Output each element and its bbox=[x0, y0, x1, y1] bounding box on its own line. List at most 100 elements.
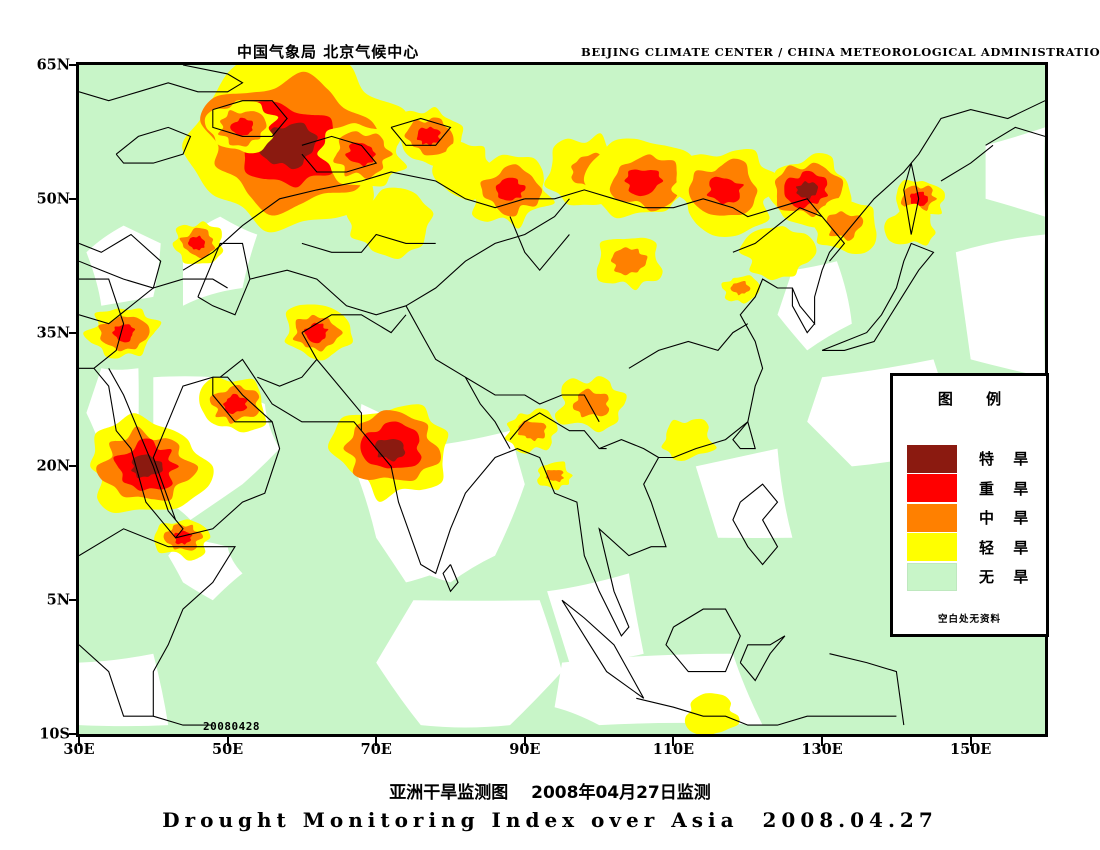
longitude-tick-label: 90E bbox=[509, 741, 541, 758]
coastline-path bbox=[301, 233, 436, 253]
coastline-path bbox=[79, 528, 236, 717]
latitude-axis: 65N 50N 35N 20N 5N 10S bbox=[0, 0, 78, 850]
coastline-path bbox=[249, 269, 407, 316]
no-data-region bbox=[79, 653, 169, 727]
longitude-tick-mark bbox=[226, 737, 229, 746]
coastline-path bbox=[79, 278, 125, 369]
coastline-path bbox=[182, 171, 525, 271]
drought-center-ob-basin bbox=[460, 154, 555, 229]
longitude-tick-label: 130E bbox=[801, 741, 843, 758]
drought-contour-level-4 bbox=[624, 169, 664, 197]
coastline-path bbox=[509, 216, 570, 272]
coastline-path bbox=[628, 323, 749, 369]
map-plot-frame bbox=[76, 62, 1048, 737]
drought-center-lake-balkhash-region bbox=[346, 187, 434, 259]
drought-contour-level-4 bbox=[706, 176, 744, 205]
drought-center-gulf-persian-gulf bbox=[199, 377, 267, 433]
drought-contour-level-3 bbox=[517, 420, 547, 442]
legend-footnote: 空白处无资料 bbox=[937, 614, 1001, 625]
drought-contour-level-4 bbox=[345, 142, 376, 167]
coastline-path bbox=[732, 207, 823, 253]
title-english: Drought Monitoring Index over Asia 2008.… bbox=[162, 808, 938, 832]
legend-color-swatch bbox=[907, 444, 957, 473]
latitude-tick-label: 10S bbox=[39, 725, 70, 743]
longitude-tick-label: 110E bbox=[652, 741, 695, 758]
drought-center-indus-nw-india bbox=[328, 404, 449, 502]
drought-center-myanmar-coast bbox=[537, 461, 573, 491]
longitude-tick-mark bbox=[78, 737, 80, 746]
longitude-tick-mark bbox=[969, 737, 972, 746]
coastline-path bbox=[405, 198, 570, 307]
drought-map-canvas bbox=[79, 65, 1045, 734]
drought-contour-level-3 bbox=[545, 470, 564, 483]
legend-item: 轻 旱 bbox=[907, 533, 1039, 563]
latitude-tick-label: 5N bbox=[46, 591, 70, 609]
legend-color-swatch bbox=[907, 533, 957, 562]
legend-item: 无 旱 bbox=[907, 562, 1039, 592]
coastline-path bbox=[509, 412, 607, 450]
coastline-path bbox=[405, 305, 600, 423]
drought-center-bangladesh bbox=[504, 408, 558, 454]
coastline-path bbox=[732, 483, 779, 566]
drought-contour-level-2 bbox=[739, 226, 817, 281]
coastline-path bbox=[791, 288, 816, 334]
legend-item-label: 轻 旱 bbox=[979, 538, 1036, 557]
no-data-region bbox=[695, 448, 793, 538]
latitude-tick-label: 20N bbox=[36, 457, 70, 475]
legend-color-swatch bbox=[907, 562, 957, 591]
coastline-path bbox=[257, 359, 318, 387]
no-data-region bbox=[376, 600, 562, 728]
title-chinese: 亚洲干旱监测图 2008年04月27日监测 bbox=[389, 783, 711, 803]
coastline-path bbox=[301, 135, 378, 173]
coastline-path bbox=[673, 100, 1045, 459]
coastline-path bbox=[985, 126, 1045, 146]
drought-center-central-siberia bbox=[398, 106, 464, 167]
drought-contour-level-4 bbox=[416, 126, 441, 147]
longitude-tick-label: 50E bbox=[211, 741, 244, 758]
longitude-tick-label: 70E bbox=[360, 741, 392, 758]
coastline-path bbox=[524, 189, 846, 262]
coastline-borders bbox=[79, 65, 1045, 726]
drought-contour-level-5 bbox=[795, 181, 819, 200]
legend-color-swatch bbox=[907, 474, 957, 503]
drought-contour-level-2 bbox=[661, 418, 717, 461]
no-data-region bbox=[985, 127, 1045, 217]
legend-item-label: 特 旱 bbox=[979, 450, 1036, 469]
legend-item-label: 无 旱 bbox=[979, 568, 1036, 587]
latitude-tick-mark bbox=[69, 599, 78, 602]
coastline-path bbox=[636, 697, 897, 726]
coastline-path bbox=[301, 314, 407, 334]
no-data-region bbox=[86, 225, 161, 306]
longitude-tick-mark bbox=[672, 737, 675, 746]
latitude-tick-mark bbox=[69, 331, 78, 334]
legend-item: 中 旱 bbox=[907, 503, 1039, 533]
drought-contour-level-4 bbox=[112, 324, 136, 343]
coastline-path bbox=[153, 715, 213, 726]
coastline-path bbox=[739, 635, 786, 682]
longitude-tick-label: 30E bbox=[63, 741, 95, 758]
coastline-path bbox=[212, 100, 288, 137]
coastline-path bbox=[665, 608, 741, 673]
legend-color-swatch bbox=[907, 503, 957, 532]
legend-item: 特 旱 bbox=[907, 444, 1039, 474]
legend-box: 图 例 特 旱重 旱中 旱轻 旱无 旱 空白处无资料 bbox=[890, 373, 1049, 637]
longitude-tick-label: 150E bbox=[950, 741, 992, 758]
coastline-path bbox=[829, 653, 905, 726]
legend-item-label: 重 旱 bbox=[979, 479, 1036, 498]
date-stamp: 20080428 bbox=[203, 720, 260, 733]
drought-contour-blobs bbox=[83, 65, 945, 734]
coastline-path bbox=[561, 599, 645, 699]
latitude-tick-mark bbox=[69, 733, 78, 735]
drought-contour-level-2 bbox=[684, 693, 740, 734]
coastline-path bbox=[903, 162, 920, 235]
coastline-path bbox=[732, 421, 756, 450]
coastline-path bbox=[390, 117, 452, 146]
drought-contour-level-4 bbox=[223, 393, 248, 415]
coastline-path bbox=[464, 376, 511, 449]
drought-contour-level-3 bbox=[730, 281, 751, 296]
drought-center-urals-north bbox=[204, 100, 279, 154]
coastline-path bbox=[821, 242, 935, 351]
coastline-path bbox=[360, 430, 674, 637]
coastline-path bbox=[598, 439, 659, 458]
